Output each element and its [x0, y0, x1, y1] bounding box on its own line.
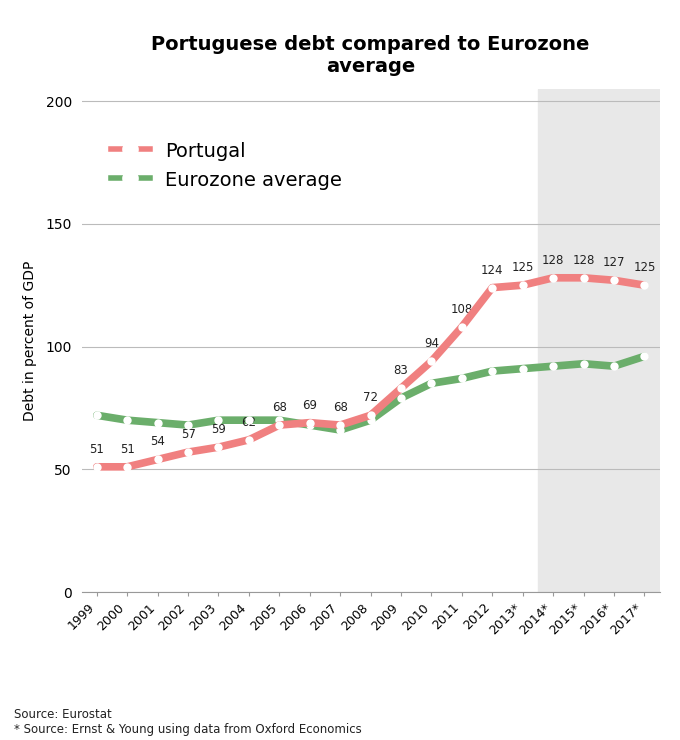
- Portugal: [214, 443, 222, 451]
- Text: 54: 54: [150, 435, 165, 448]
- Eurozone average: [549, 362, 557, 371]
- Portugal: [123, 462, 131, 471]
- Portugal: [519, 280, 527, 289]
- Eurozone average: [579, 360, 588, 369]
- Eurozone average: [306, 420, 314, 429]
- Portugal: [397, 384, 405, 393]
- Text: 51: 51: [89, 443, 104, 456]
- Line: Eurozone average: Eurozone average: [97, 357, 645, 430]
- Eurozone average: [519, 364, 527, 373]
- Title: Portuguese debt compared to Eurozone
average: Portuguese debt compared to Eurozone ave…: [152, 35, 590, 76]
- Text: 57: 57: [181, 428, 196, 441]
- Portugal: [458, 323, 466, 332]
- Portugal: [154, 455, 162, 464]
- Text: 94: 94: [424, 337, 439, 350]
- Eurozone average: [154, 418, 162, 427]
- Eurozone average: [367, 416, 375, 425]
- Portugal: [427, 357, 435, 366]
- Portugal: [275, 420, 284, 429]
- Portugal: [92, 462, 101, 471]
- Eurozone average: [610, 362, 618, 371]
- Portugal: [549, 273, 557, 282]
- Eurozone average: [245, 416, 253, 425]
- Portugal: [336, 420, 344, 429]
- Eurozone average: [641, 352, 649, 361]
- Bar: [538, 89, 660, 592]
- Eurozone average: [336, 425, 344, 434]
- Text: 108: 108: [451, 303, 473, 316]
- Text: 125: 125: [633, 261, 656, 274]
- Eurozone average: [184, 420, 192, 429]
- Text: Source: Eurostat
* Source: Ernst & Young using data from Oxford Economics: Source: Eurostat * Source: Ernst & Young…: [14, 708, 361, 736]
- Text: 68: 68: [272, 401, 287, 414]
- Eurozone average: [427, 379, 435, 388]
- Portugal: [245, 435, 253, 444]
- Portugal: [367, 411, 375, 420]
- Line: Portugal: Portugal: [97, 278, 645, 467]
- Text: 128: 128: [542, 254, 564, 266]
- Legend: Portugal, Eurozone average: Portugal, Eurozone average: [103, 134, 350, 198]
- Text: 62: 62: [241, 416, 256, 428]
- Portugal: [306, 418, 314, 427]
- Eurozone average: [92, 411, 101, 420]
- Text: 69: 69: [302, 399, 318, 411]
- Eurozone average: [397, 394, 405, 403]
- Eurozone average: [275, 416, 284, 425]
- Portugal: [641, 280, 649, 289]
- Y-axis label: Debt in percent of GDP: Debt in percent of GDP: [23, 260, 37, 420]
- Eurozone average: [488, 366, 496, 375]
- Text: 128: 128: [573, 254, 595, 266]
- Text: 72: 72: [363, 391, 378, 404]
- Eurozone average: [214, 416, 222, 425]
- Portugal: [184, 448, 192, 457]
- Text: 51: 51: [120, 443, 135, 456]
- Text: 127: 127: [602, 256, 625, 269]
- Text: 125: 125: [511, 261, 534, 274]
- Portugal: [610, 276, 618, 285]
- Text: 68: 68: [333, 401, 347, 414]
- Portugal: [488, 283, 496, 292]
- Eurozone average: [123, 416, 131, 425]
- Eurozone average: [458, 374, 466, 383]
- Text: 83: 83: [394, 364, 409, 377]
- Text: 59: 59: [211, 423, 226, 436]
- Text: 124: 124: [481, 263, 503, 277]
- Portugal: [579, 273, 588, 282]
